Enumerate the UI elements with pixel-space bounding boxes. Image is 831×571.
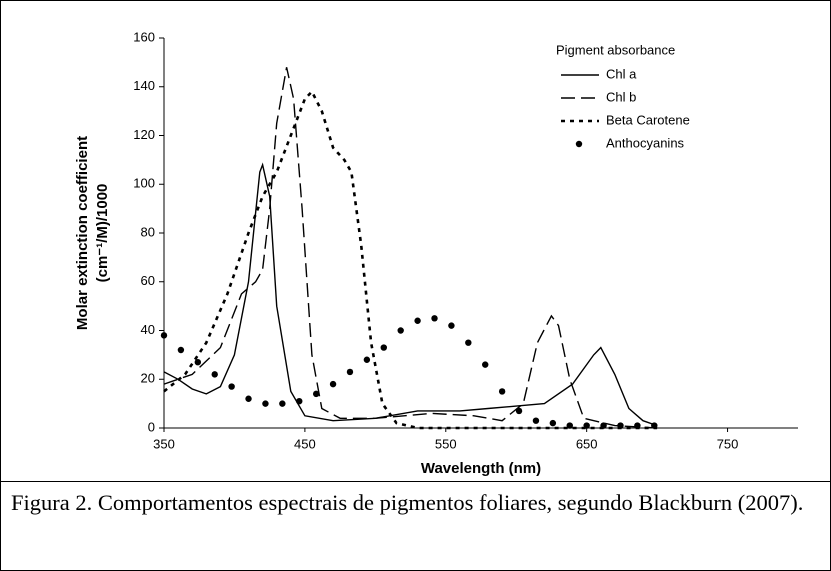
x-tick-label: 350 bbox=[153, 436, 175, 451]
data-point bbox=[329, 380, 337, 388]
y-tick-label: 160 bbox=[133, 29, 155, 44]
data-point bbox=[617, 422, 624, 429]
data-point bbox=[380, 344, 387, 351]
data-point bbox=[346, 368, 354, 376]
x-tick-label: 650 bbox=[576, 436, 598, 451]
data-point bbox=[262, 400, 269, 407]
data-point bbox=[498, 388, 506, 395]
legend-label: Anthocyanins bbox=[606, 135, 685, 150]
data-point bbox=[532, 417, 540, 424]
x-tick-label: 750 bbox=[717, 436, 739, 451]
data-point bbox=[600, 422, 607, 429]
y-tick-label: 0 bbox=[148, 419, 155, 434]
data-point bbox=[211, 371, 218, 378]
data-point bbox=[160, 332, 168, 339]
data-point bbox=[465, 339, 472, 346]
chart: Wavelength (nm) Molar extinction coeffic… bbox=[74, 29, 798, 477]
data-point bbox=[482, 361, 489, 368]
data-point bbox=[583, 422, 590, 429]
y-axis-label: (cm⁻¹/M)/1000 bbox=[94, 184, 111, 283]
legend-title: Pigment absorbance bbox=[556, 42, 675, 57]
data-point bbox=[397, 327, 404, 334]
y-axis-label: Molar extinction coefficient bbox=[74, 136, 91, 330]
series-line bbox=[163, 162, 658, 427]
data-point bbox=[515, 407, 523, 415]
legend-label: Chl b bbox=[606, 89, 636, 104]
y-tick-label: 40 bbox=[141, 322, 155, 337]
y-tick-label: 80 bbox=[141, 224, 155, 239]
data-point bbox=[363, 356, 371, 363]
data-point bbox=[431, 315, 438, 322]
data-point bbox=[245, 395, 252, 402]
y-tick-label: 140 bbox=[133, 78, 155, 93]
data-point bbox=[651, 422, 658, 429]
caption: Figura 2. Comportamentos espectrais de p… bbox=[1, 481, 830, 570]
y-tick-label: 100 bbox=[133, 176, 155, 191]
series-line bbox=[163, 67, 658, 429]
legend-label: Chl a bbox=[606, 66, 637, 81]
y-tick-label: 120 bbox=[133, 127, 155, 142]
data-point bbox=[448, 322, 455, 329]
x-tick-label: 450 bbox=[294, 436, 316, 451]
data-point bbox=[549, 419, 557, 427]
series-line bbox=[163, 89, 658, 430]
data-point bbox=[177, 346, 185, 354]
x-tick-label: 550 bbox=[435, 436, 457, 451]
x-axis-label: Wavelength (nm) bbox=[421, 460, 541, 477]
legend-label: Beta Carotene bbox=[606, 112, 690, 127]
data-point bbox=[228, 383, 235, 390]
data-point bbox=[566, 422, 573, 429]
y-tick-label: 20 bbox=[141, 371, 155, 386]
legend-marker bbox=[575, 140, 583, 148]
data-point bbox=[634, 422, 641, 429]
data-point bbox=[296, 397, 303, 405]
data-point bbox=[279, 400, 286, 407]
y-tick-label: 60 bbox=[141, 273, 155, 288]
data-point bbox=[194, 358, 202, 366]
data-point bbox=[312, 390, 320, 398]
data-point bbox=[414, 317, 421, 324]
